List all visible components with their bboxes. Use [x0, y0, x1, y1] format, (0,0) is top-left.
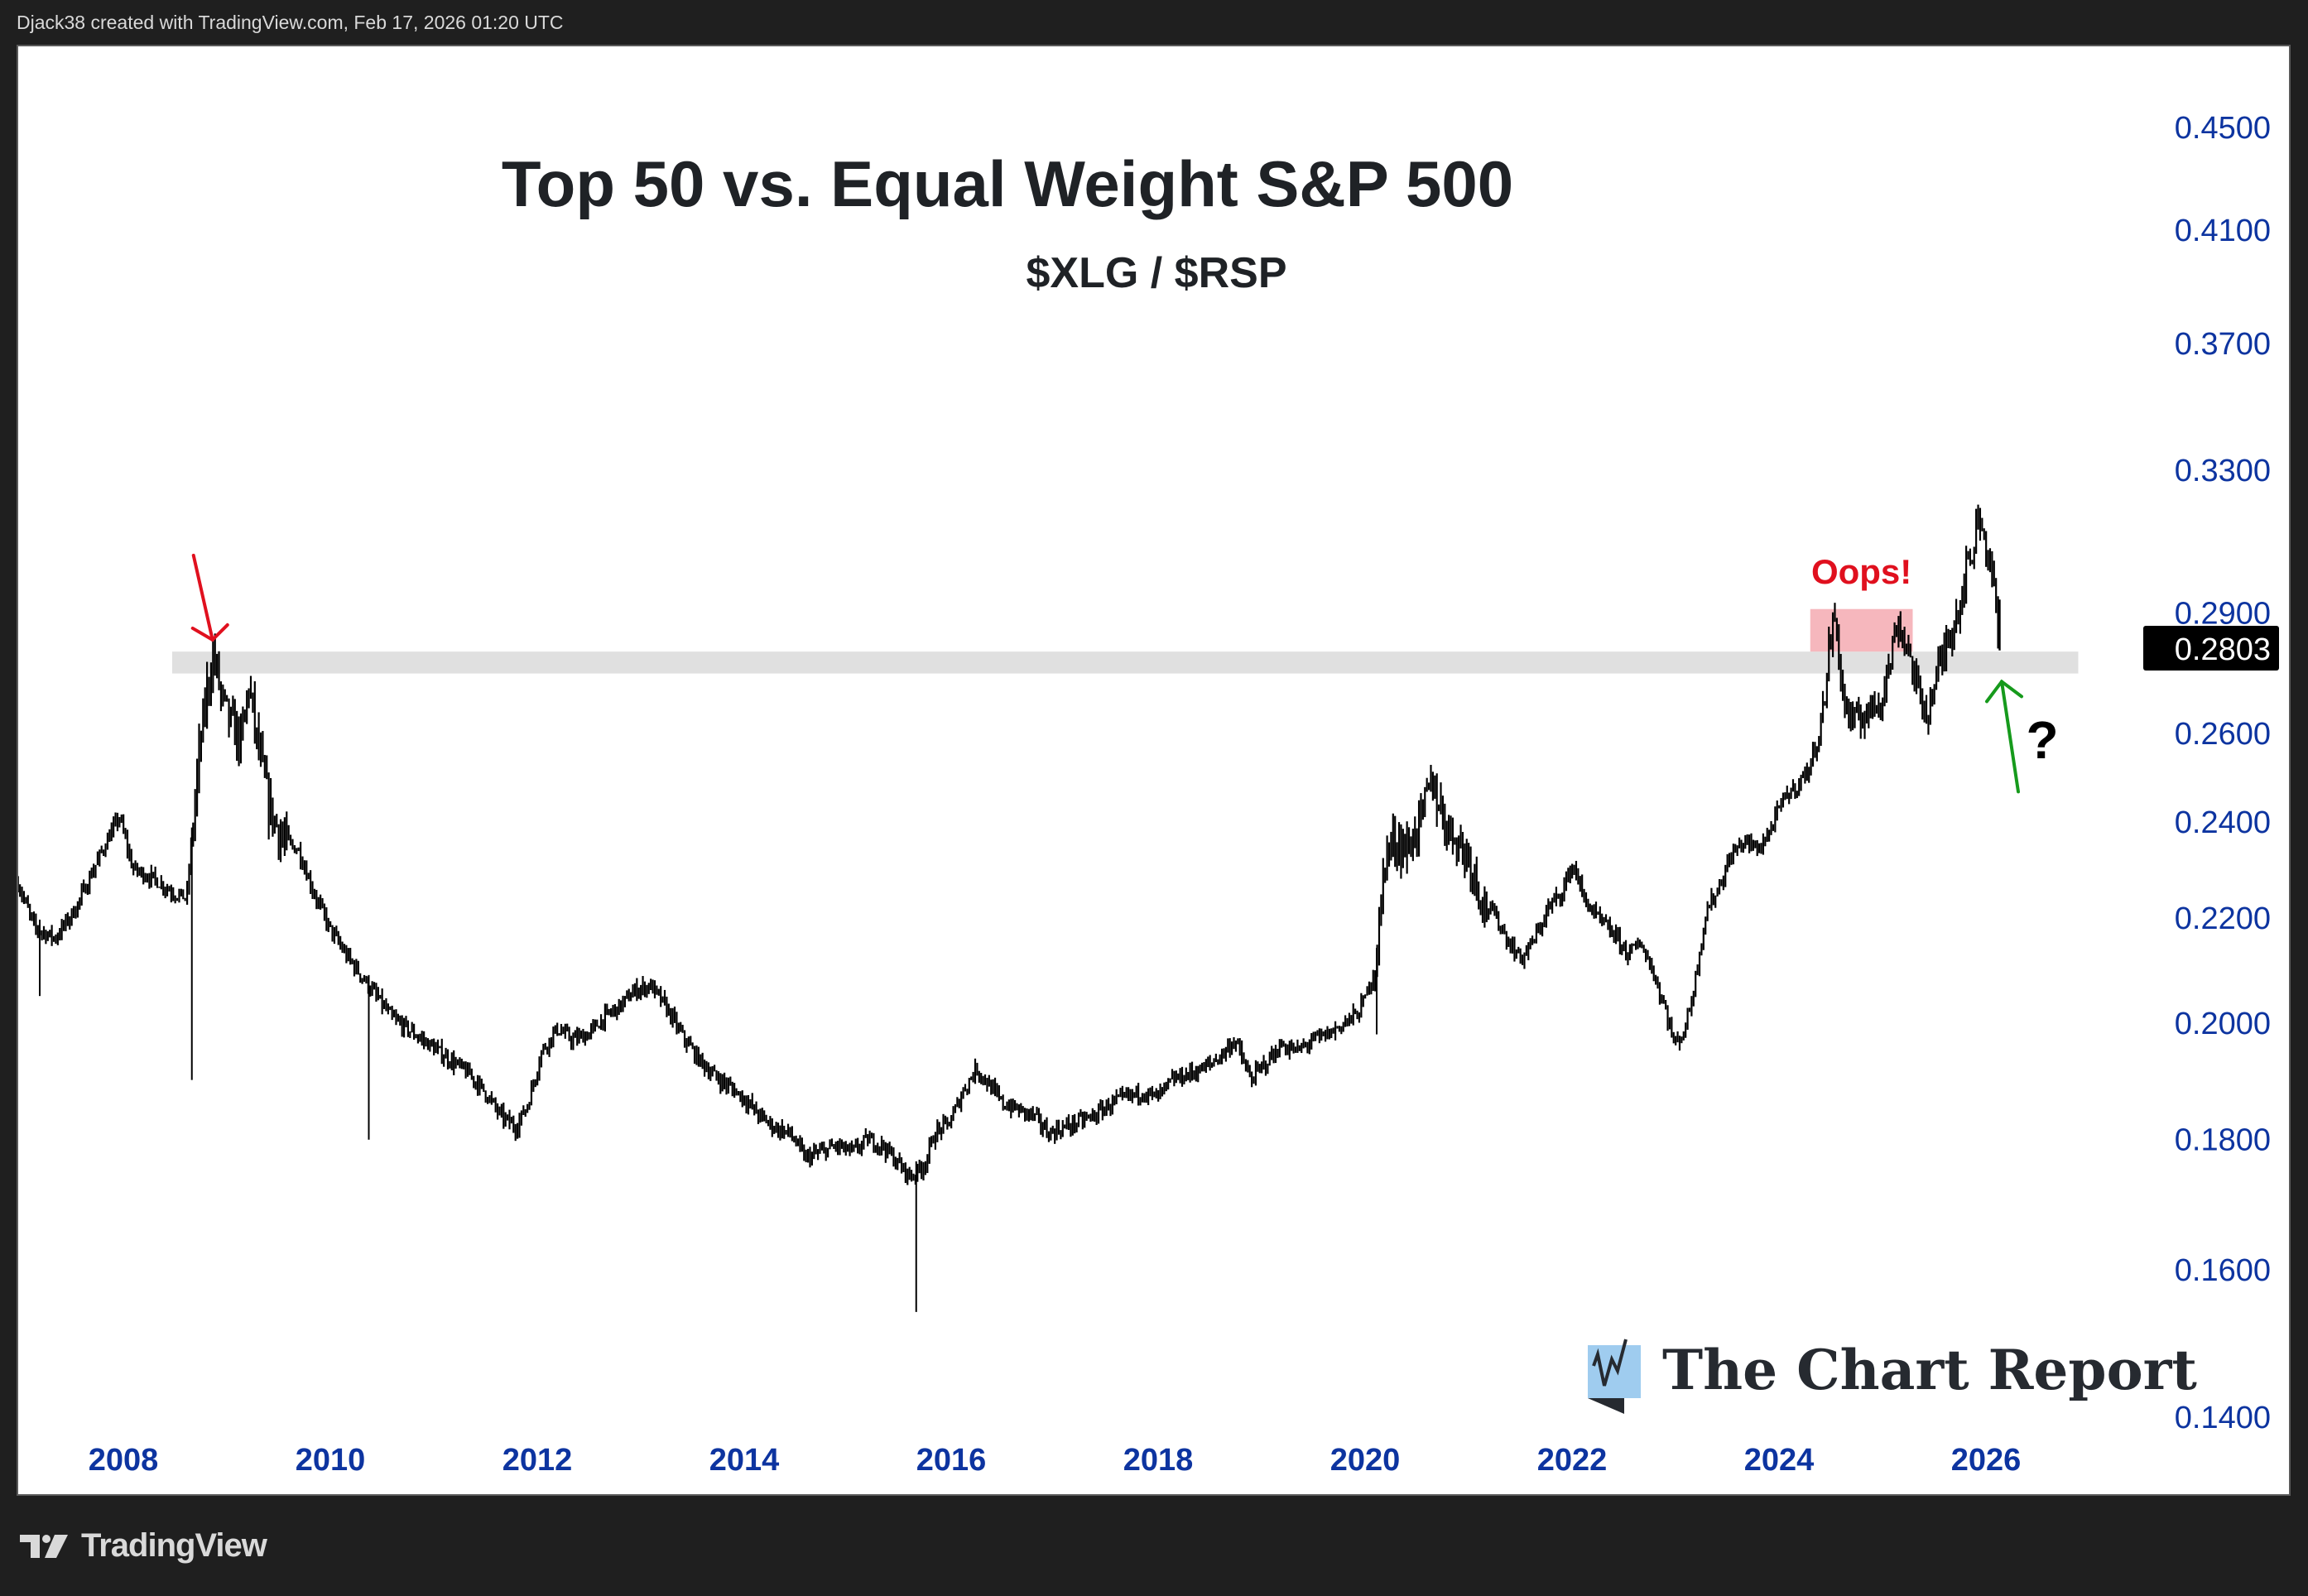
chart-title: Top 50 vs. Equal Weight S&P 500 [502, 147, 1513, 220]
x-tick-label: 2008 [89, 1443, 159, 1478]
oops-label: Oops! [1811, 552, 1911, 591]
y-tick-label: 0.1600 [2175, 1253, 2271, 1288]
x-tick-label: 2016 [916, 1443, 987, 1478]
y-tick-label: 0.4100 [2175, 214, 2271, 248]
last-price-label: 0.2803 [2143, 626, 2279, 671]
x-tick-label: 2020 [1330, 1443, 1401, 1478]
support-resistance-band [172, 651, 2079, 674]
x-tick-label: 2026 [1951, 1443, 2022, 1478]
chart-report-watermark: The Chart Report [1588, 1338, 2197, 1414]
green-arrow-icon [1985, 679, 2023, 794]
y-tick-label: 0.4500 [2175, 111, 2271, 146]
y-tick-label: 0.1400 [2175, 1401, 2271, 1435]
tradingview-logo-text: TradingView [81, 1527, 267, 1564]
x-tick-label: 2018 [1123, 1443, 1194, 1478]
price-bars [18, 504, 2001, 1312]
chart-report-text: The Chart Report [1662, 1338, 2197, 1402]
red-arrow-icon [190, 553, 229, 642]
question-mark: ? [2026, 710, 2058, 770]
chart-subtitle: $XLG / $RSP [1027, 249, 1287, 297]
y-tick-label: 0.2000 [2175, 1007, 2271, 1041]
price-chart[interactable]: Oops!? Top 50 vs. Equal Weight S&P 500 $… [18, 46, 2292, 1497]
last-price-badge [2143, 626, 2279, 671]
oops-box [1810, 608, 1913, 652]
y-tick-label: 0.2400 [2175, 805, 2271, 840]
x-tick-label: 2012 [502, 1443, 573, 1478]
x-axis: 2008 2010 2012 2014 2016 2018 2020 2022 2024 2026 [89, 1443, 2022, 1478]
y-tick-label: 0.1800 [2175, 1123, 2271, 1158]
y-tick-label: 0.2900 [2175, 596, 2271, 631]
x-tick-label: 2010 [296, 1443, 366, 1478]
tradingview-logo-icon [20, 1534, 68, 1558]
y-tick-label: 0.3300 [2175, 454, 2271, 488]
x-tick-label: 2024 [1744, 1443, 1815, 1478]
tradingview-footer-logo[interactable]: TradingView [20, 1527, 267, 1565]
y-tick-label: 0.2600 [2175, 717, 2271, 752]
x-tick-label: 2022 [1537, 1443, 1608, 1478]
x-tick-label: 2014 [709, 1443, 780, 1478]
chart-panel[interactable]: Oops!? Top 50 vs. Equal Weight S&P 500 $… [17, 45, 2291, 1496]
y-tick-label: 0.3700 [2175, 327, 2271, 362]
y-axis: 0.4500 0.4100 0.3700 0.3300 0.2900 0.2600 0.24… [2175, 111, 2271, 1435]
last-price-text: 0.2803 [2175, 632, 2271, 667]
attribution-header: Djack38 created with TradingView.com, Fe… [17, 12, 564, 33]
chart-report-logo-icon [1588, 1339, 1641, 1414]
y-tick-label: 0.2200 [2175, 901, 2271, 936]
